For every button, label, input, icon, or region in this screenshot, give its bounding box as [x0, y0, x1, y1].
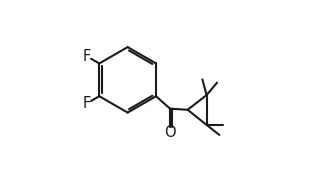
Text: O: O: [164, 125, 176, 140]
Text: F: F: [83, 96, 91, 111]
Text: F: F: [83, 49, 91, 64]
